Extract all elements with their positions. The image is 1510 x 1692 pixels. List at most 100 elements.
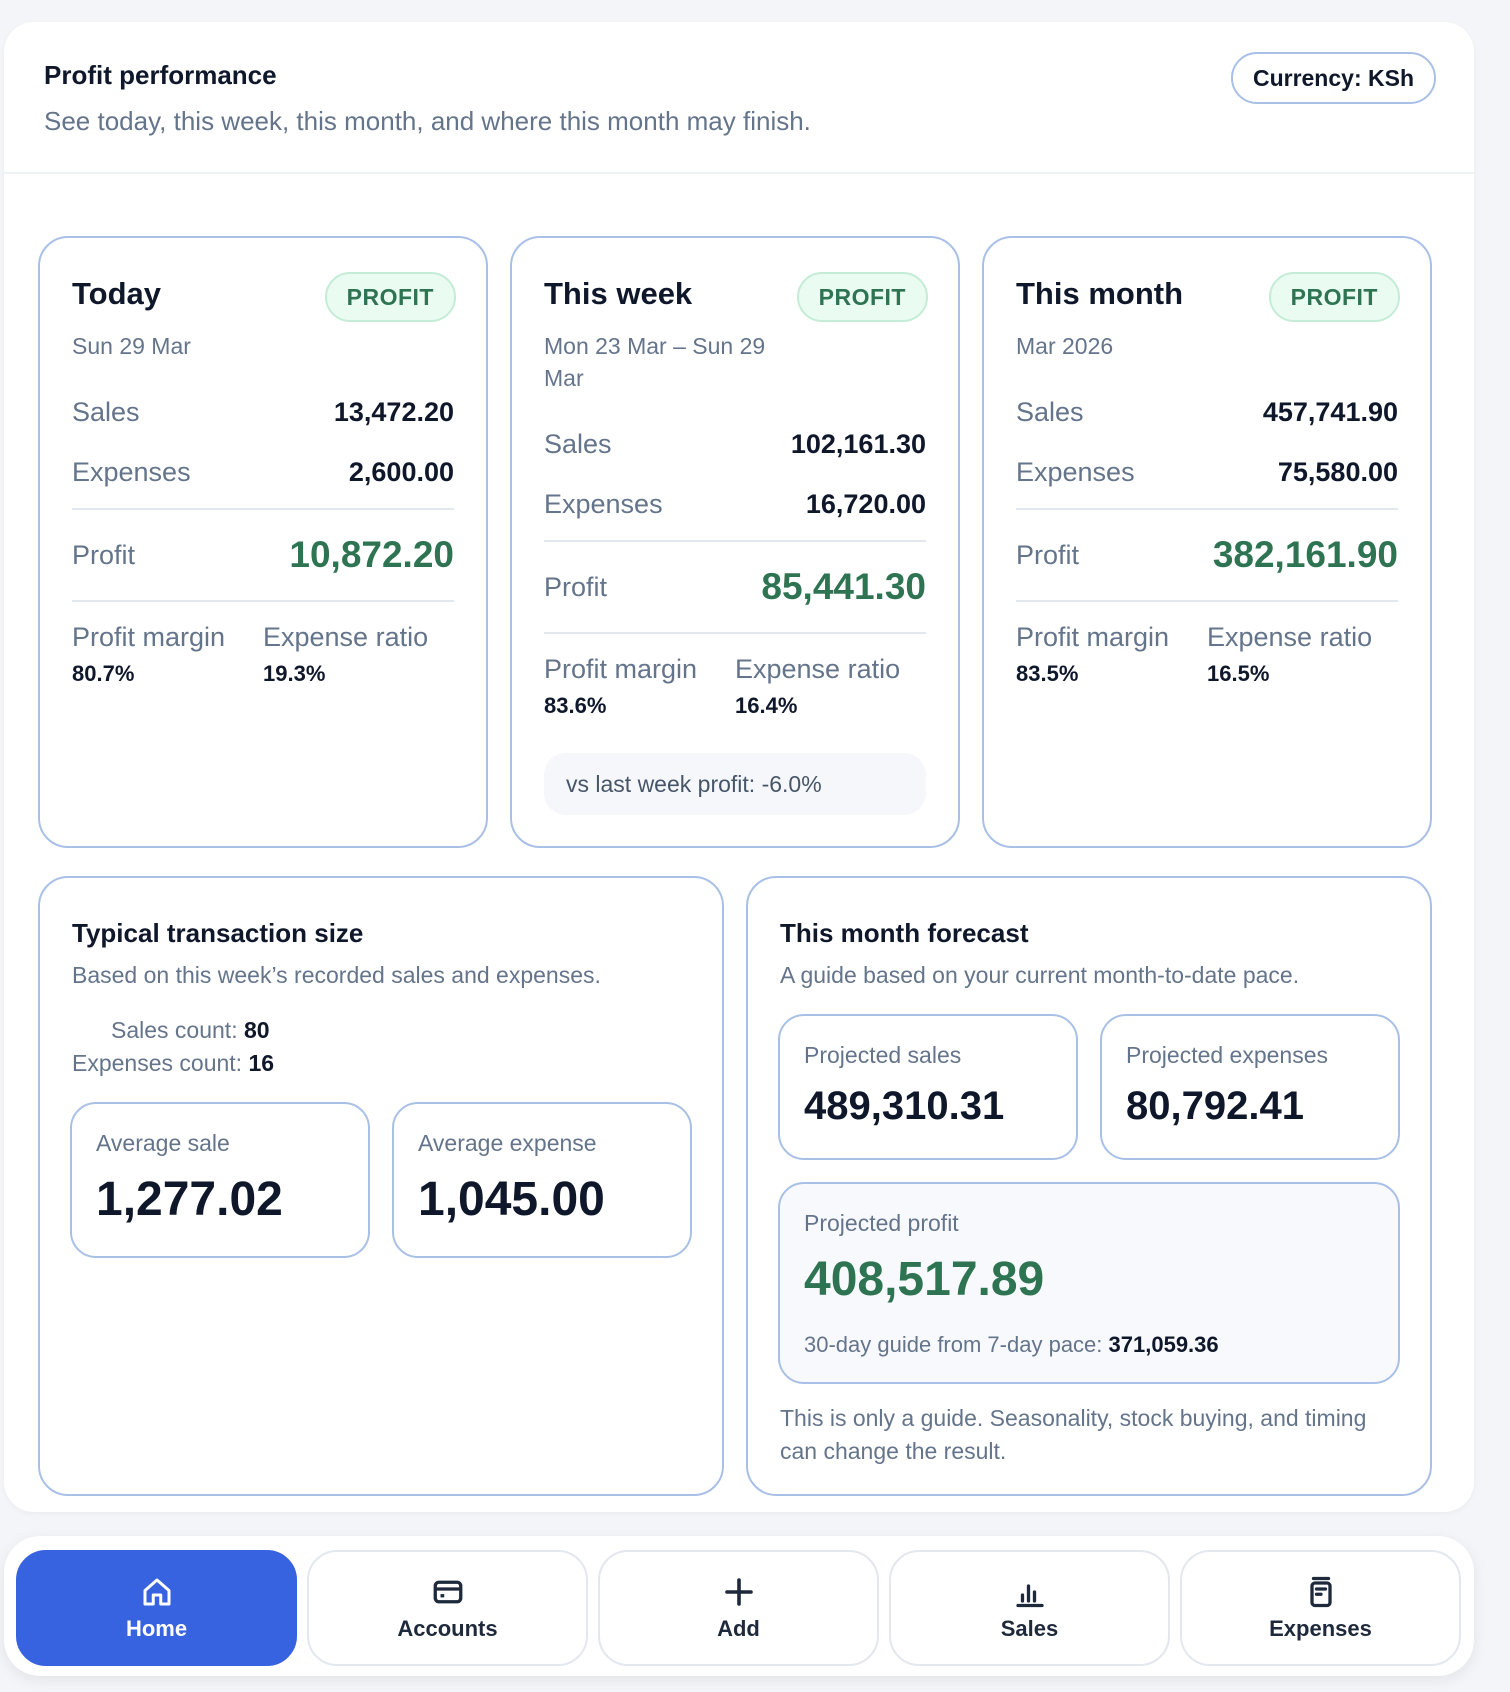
sales-row: Sales 102,161.30 bbox=[544, 414, 926, 474]
section-title: This month forecast bbox=[780, 918, 1029, 948]
section-subtitle: Based on this week’s recorded sales and … bbox=[72, 962, 601, 988]
guide-value: 371,059.36 bbox=[1108, 1332, 1219, 1357]
status-badge: PROFIT bbox=[796, 272, 928, 322]
profit-row: Profit 85,441.30 bbox=[544, 542, 926, 632]
profit-margin-value: 83.6% bbox=[544, 693, 607, 718]
projected-expenses-value: 80,792.41 bbox=[1126, 1084, 1304, 1128]
this-week-card: This week PROFIT Mon 23 Mar – Sun 29 Mar… bbox=[510, 236, 960, 848]
bottom-nav: Home Accounts Add Sales Expenses bbox=[4, 1536, 1474, 1676]
this-month-card: This month PROFIT Mar 2026 Sales 457,741… bbox=[982, 236, 1432, 848]
sales-label: Sales bbox=[1016, 396, 1084, 427]
page-subtitle: See today, this week, this month, and wh… bbox=[44, 106, 811, 136]
home-icon bbox=[143, 1578, 170, 1606]
card-date: Mon 23 Mar – Sun 29 Mar bbox=[544, 333, 766, 391]
profit-margin-label: Profit margin bbox=[1016, 622, 1170, 652]
divider bbox=[544, 540, 926, 542]
profit-row: Profit 382,161.90 bbox=[1016, 510, 1398, 600]
divider bbox=[544, 632, 926, 634]
currency-chip[interactable]: Currency: KSh bbox=[1230, 52, 1436, 104]
nav-accounts-button[interactable]: Accounts bbox=[307, 1550, 588, 1666]
week-comparison: vs last week profit: -6.0% bbox=[544, 753, 926, 815]
expenses-value: 75,580.00 bbox=[1277, 456, 1398, 487]
nav-label: Expenses bbox=[1269, 1616, 1372, 1641]
sales-value: 13,472.20 bbox=[333, 396, 454, 427]
expenses-count-value: 16 bbox=[248, 1050, 275, 1076]
projected-profit-label: Projected profit bbox=[804, 1210, 959, 1236]
page-title: Profit performance bbox=[44, 60, 277, 90]
projected-profit-box: Projected profit 408,517.89 30-day guide… bbox=[778, 1182, 1400, 1384]
figures: Sales 457,741.90 Expenses 75,580.00 Prof… bbox=[1016, 382, 1398, 687]
projected-sales-box: Projected sales 489,310.31 bbox=[778, 1014, 1078, 1160]
divider bbox=[72, 508, 454, 510]
sales-value: 457,741.90 bbox=[1262, 396, 1398, 427]
figures: Sales 102,161.30 Expenses 16,720.00 Prof… bbox=[544, 414, 926, 815]
expenses-count: Expenses count: 16 bbox=[72, 1047, 274, 1080]
figures: Sales 13,472.20 Expenses 2,600.00 Profit… bbox=[72, 382, 454, 687]
nav-label: Home bbox=[125, 1616, 188, 1641]
section-subtitle: A guide based on your current month-to-d… bbox=[780, 962, 1300, 988]
divider bbox=[1016, 600, 1398, 602]
sales-label: Sales bbox=[544, 428, 612, 459]
divider bbox=[72, 600, 454, 602]
receipt-jar-icon bbox=[1309, 1576, 1332, 1608]
projected-sales-label: Projected sales bbox=[804, 1042, 962, 1068]
expenses-row: Expenses 2,600.00 bbox=[72, 442, 454, 502]
profit-value: 10,872.20 bbox=[289, 534, 454, 575]
profit-margin-value: 83.5% bbox=[1016, 661, 1079, 686]
card-date: Mar 2026 bbox=[1016, 333, 1114, 359]
nav-label: Sales bbox=[1000, 1616, 1059, 1641]
card-title: This week bbox=[544, 276, 693, 311]
expense-ratio-label: Expense ratio bbox=[1207, 622, 1373, 652]
expenses-value: 16,720.00 bbox=[805, 488, 926, 519]
nav-label: Add bbox=[717, 1616, 760, 1641]
panel-header: Profit performance See today, this week,… bbox=[4, 22, 1474, 174]
section-title: Typical transaction size bbox=[72, 918, 364, 948]
expenses-row: Expenses 75,580.00 bbox=[1016, 442, 1398, 502]
expenses-row: Expenses 16,720.00 bbox=[544, 474, 926, 534]
nav-expenses-button[interactable]: Expenses bbox=[1180, 1550, 1461, 1666]
status-badge: PROFIT bbox=[1268, 272, 1400, 322]
expense-ratio-value: 19.3% bbox=[263, 661, 326, 686]
card-icon bbox=[433, 1580, 462, 1604]
expense-ratio-label: Expense ratio bbox=[735, 654, 901, 684]
nav-home-button[interactable]: Home bbox=[16, 1550, 297, 1666]
profit-margin: Profit margin 80.7% bbox=[72, 622, 263, 687]
average-sale-label: Average sale bbox=[96, 1130, 230, 1156]
guide-label: 30-day guide from 7-day pace: bbox=[804, 1332, 1103, 1357]
sales-count-label: Sales count: bbox=[111, 1017, 238, 1043]
sales-row: Sales 457,741.90 bbox=[1016, 382, 1398, 442]
profit-margin: Profit margin 83.5% bbox=[1016, 622, 1207, 687]
projected-expenses-box: Projected expenses 80,792.41 bbox=[1100, 1014, 1400, 1160]
expenses-label: Expenses bbox=[1016, 456, 1135, 487]
profit-label: Profit bbox=[544, 571, 608, 602]
thirty-day-guide: 30-day guide from 7-day pace: 371,059.36 bbox=[804, 1332, 1219, 1358]
card-date: Sun 29 Mar bbox=[72, 333, 191, 359]
average-expense-label: Average expense bbox=[418, 1130, 597, 1156]
bar-chart-icon bbox=[1015, 1584, 1044, 1608]
metrics: Profit margin 83.6% Expense ratio 16.4% bbox=[544, 634, 926, 719]
sales-count: Sales count: 80 bbox=[72, 1014, 274, 1047]
sales-value: 102,161.30 bbox=[790, 428, 926, 459]
transaction-counts: Sales count: 80 Expenses count: 16 bbox=[72, 1014, 274, 1080]
expenses-label: Expenses bbox=[72, 456, 191, 487]
nav-sales-button[interactable]: Sales bbox=[889, 1550, 1170, 1666]
profit-value: 382,161.90 bbox=[1212, 534, 1398, 575]
expense-ratio: Expense ratio 16.5% bbox=[1207, 622, 1398, 687]
profit-margin-label: Profit margin bbox=[544, 654, 698, 684]
profit-row: Profit 10,872.20 bbox=[72, 510, 454, 600]
expenses-count-label: Expenses count: bbox=[72, 1050, 243, 1076]
expense-ratio-value: 16.5% bbox=[1207, 661, 1270, 686]
nav-add-button[interactable]: Add bbox=[598, 1550, 879, 1666]
average-expense-box: Average expense 1,045.00 bbox=[392, 1102, 692, 1258]
profit-label: Profit bbox=[1016, 539, 1080, 570]
sales-row: Sales 13,472.20 bbox=[72, 382, 454, 442]
profit-performance-panel: Profit performance See today, this week,… bbox=[4, 22, 1474, 1512]
profit-label: Profit bbox=[72, 539, 136, 570]
metrics: Profit margin 80.7% Expense ratio 19.3% bbox=[72, 602, 454, 687]
plus-icon bbox=[724, 1578, 753, 1606]
today-card: Today PROFIT Sun 29 Mar Sales 13,472.20 … bbox=[38, 236, 488, 848]
divider bbox=[1016, 508, 1398, 510]
forecast-card: This month forecast A guide based on you… bbox=[746, 876, 1432, 1496]
metrics: Profit margin 83.5% Expense ratio 16.5% bbox=[1016, 602, 1398, 687]
expense-ratio: Expense ratio 16.4% bbox=[735, 654, 926, 719]
